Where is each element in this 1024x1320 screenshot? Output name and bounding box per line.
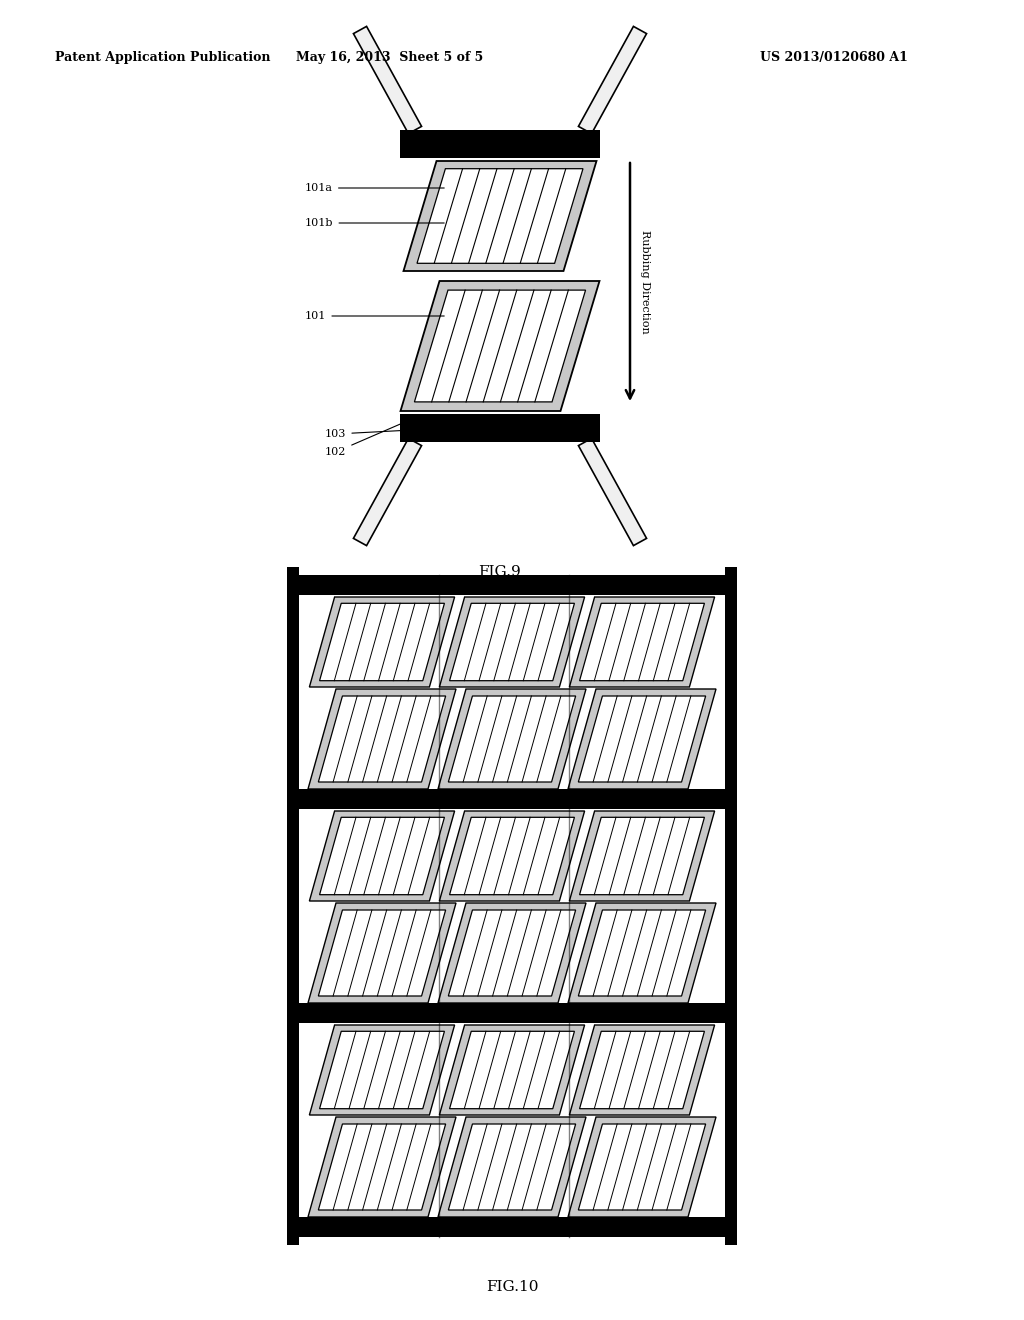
Polygon shape (309, 810, 455, 902)
Polygon shape (438, 689, 586, 789)
Polygon shape (309, 1026, 455, 1115)
Polygon shape (308, 1117, 456, 1217)
Text: 103: 103 (325, 428, 447, 440)
Text: Rubbing Direction: Rubbing Direction (640, 230, 650, 334)
Polygon shape (439, 1026, 585, 1115)
Bar (299, 1217, 725, 1237)
Polygon shape (568, 689, 716, 789)
Polygon shape (449, 909, 575, 997)
Polygon shape (353, 26, 422, 133)
Bar (299, 1003, 725, 1023)
Text: 102: 102 (325, 424, 402, 457)
Polygon shape (417, 169, 583, 263)
Text: Patent Application Publication: Patent Application Publication (55, 51, 270, 65)
Polygon shape (439, 597, 585, 686)
Polygon shape (438, 1117, 586, 1217)
Bar (400, 129, 600, 158)
Polygon shape (353, 438, 422, 545)
Bar (400, 414, 600, 442)
Polygon shape (569, 597, 715, 686)
Polygon shape (580, 603, 705, 681)
Polygon shape (318, 696, 445, 781)
Polygon shape (579, 696, 706, 781)
Polygon shape (318, 909, 445, 997)
Polygon shape (450, 603, 574, 681)
Text: FIG.9: FIG.9 (478, 565, 521, 579)
Text: May 16, 2013  Sheet 5 of 5: May 16, 2013 Sheet 5 of 5 (296, 51, 483, 65)
Polygon shape (449, 696, 575, 781)
Polygon shape (568, 1117, 716, 1217)
Polygon shape (449, 1125, 575, 1210)
Polygon shape (403, 161, 597, 271)
Text: FIG.10: FIG.10 (485, 1280, 539, 1294)
Text: 101: 101 (305, 312, 444, 321)
Bar (299, 576, 725, 595)
Polygon shape (308, 689, 456, 789)
Polygon shape (319, 1031, 444, 1109)
Bar (299, 789, 725, 809)
Polygon shape (308, 903, 456, 1003)
Polygon shape (438, 903, 586, 1003)
Text: 101a: 101a (305, 183, 444, 193)
Bar (725, 568, 737, 1245)
Polygon shape (450, 817, 574, 895)
Polygon shape (450, 1031, 574, 1109)
Polygon shape (319, 603, 444, 681)
Polygon shape (400, 281, 599, 411)
Polygon shape (569, 1026, 715, 1115)
Bar (287, 568, 299, 1245)
Polygon shape (579, 1125, 706, 1210)
Text: US 2013/0120680 A1: US 2013/0120680 A1 (760, 51, 908, 65)
Polygon shape (309, 597, 455, 686)
Polygon shape (415, 290, 586, 401)
Polygon shape (579, 438, 646, 545)
Polygon shape (580, 817, 705, 895)
Text: 101b: 101b (305, 218, 444, 228)
Polygon shape (568, 903, 716, 1003)
Polygon shape (319, 817, 444, 895)
Polygon shape (580, 1031, 705, 1109)
Polygon shape (579, 909, 706, 997)
Polygon shape (569, 810, 715, 902)
Polygon shape (439, 810, 585, 902)
Polygon shape (579, 26, 646, 133)
Polygon shape (318, 1125, 445, 1210)
